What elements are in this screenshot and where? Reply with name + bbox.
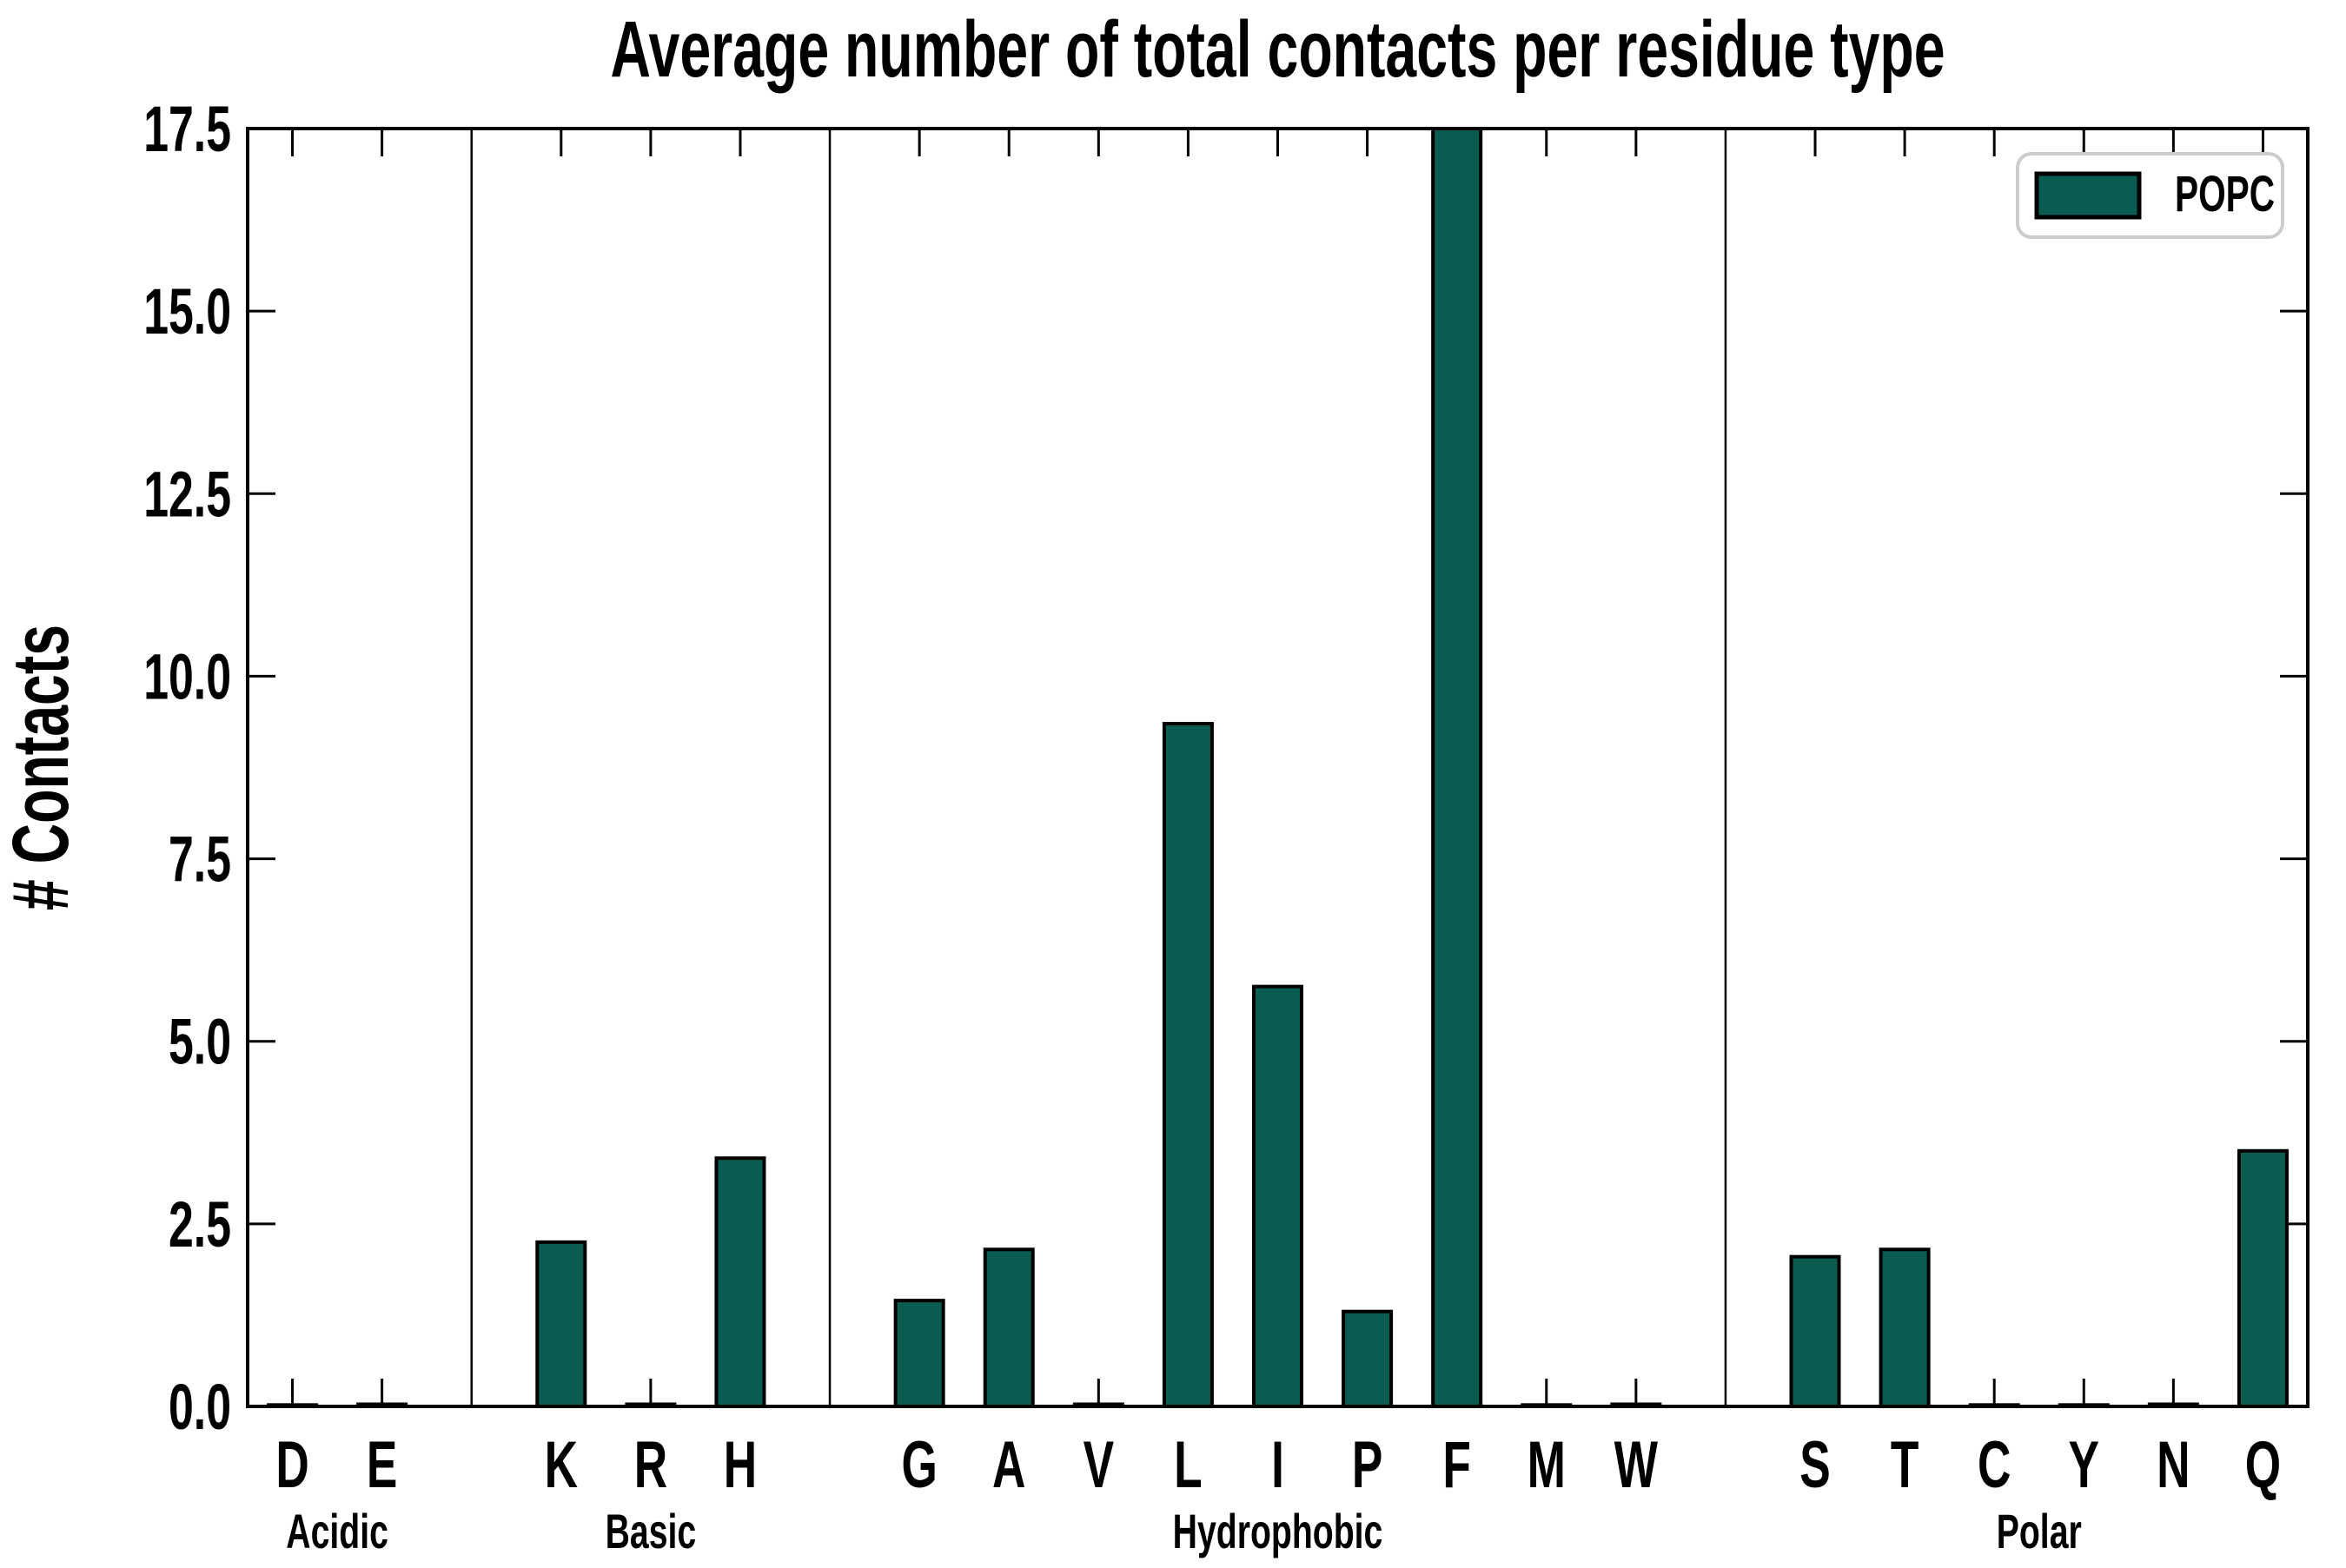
x-tick-label: L (1174, 1428, 1202, 1502)
chart-title: Average number of total contacts per res… (610, 4, 1945, 94)
x-tick-label: H (724, 1428, 757, 1502)
y-tick-label: 15.0 (143, 275, 231, 347)
bar-A (983, 1247, 1035, 1408)
y-axis-label: # Contacts (0, 625, 85, 910)
x-tick-label: R (634, 1428, 667, 1502)
group-label: Basic (606, 1505, 697, 1559)
bar-I (1252, 984, 1303, 1408)
x-tick-label: D (275, 1428, 308, 1502)
bar-Q (2237, 1148, 2289, 1408)
bar-S (1789, 1254, 1841, 1408)
group-label: Hydrophobic (1173, 1505, 1383, 1559)
x-tick-label: W (1614, 1428, 1658, 1502)
legend-label: POPC (2175, 166, 2275, 222)
x-tick-label: F (1442, 1428, 1470, 1502)
x-tick-label: N (2157, 1428, 2190, 1502)
x-tick-label: I (1271, 1428, 1284, 1502)
x-tick-label: K (545, 1428, 578, 1502)
x-tick-label: V (1084, 1428, 1115, 1502)
x-tick-label: G (901, 1428, 937, 1502)
x-tick-label: P (1352, 1428, 1382, 1502)
legend: POPC (2016, 152, 2284, 239)
bar-L (1162, 722, 1214, 1408)
x-tick-label: E (367, 1428, 397, 1502)
y-tick-label: 17.5 (143, 93, 231, 165)
x-tick-label: S (1799, 1428, 1830, 1502)
bar-P (1342, 1309, 1394, 1408)
x-tick-label: Y (2069, 1428, 2099, 1502)
group-label: Polar (1997, 1505, 2082, 1559)
x-tick-label: M (1528, 1428, 1566, 1502)
bar-F (1431, 127, 1483, 1408)
y-tick-label: 10.0 (143, 640, 231, 712)
group-label: Acidic (286, 1505, 388, 1559)
x-tick-label: T (1891, 1428, 1919, 1502)
bar-T (1879, 1247, 1931, 1408)
bar-G (893, 1299, 945, 1408)
y-tick-label: 0.0 (169, 1371, 231, 1443)
legend-swatch (2034, 171, 2142, 220)
x-tick-label: C (1978, 1428, 2011, 1502)
x-tick-label: Q (2245, 1428, 2281, 1502)
bar-K (535, 1240, 587, 1408)
bar-H (714, 1156, 766, 1408)
y-tick-label: 12.5 (143, 458, 231, 530)
y-tick-label: 2.5 (169, 1188, 231, 1260)
plot-border (246, 127, 2310, 1408)
y-tick-label: 5.0 (169, 1006, 231, 1078)
x-tick-label: A (992, 1428, 1025, 1502)
y-tick-label: 7.5 (169, 823, 231, 895)
